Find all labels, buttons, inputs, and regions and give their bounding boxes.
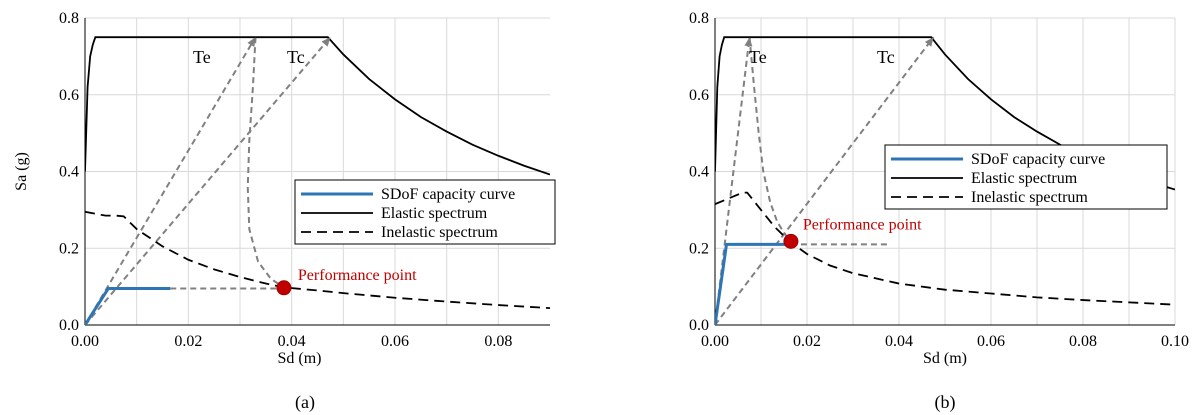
x-tick-label: 0.04 — [278, 333, 306, 350]
legend-box — [884, 144, 1168, 210]
series-construction-line — [85, 36, 332, 325]
x-tick-label: 0.00 — [71, 333, 99, 350]
performance-point-marker — [783, 233, 799, 249]
x-tick-label: 0.10 — [1161, 333, 1189, 350]
series-construction-line — [85, 36, 257, 325]
legend: SDoF capacity curve Elastic spectrum Inela… — [294, 179, 556, 245]
x-tick-label: 0.06 — [977, 333, 1005, 350]
chart-panel-b: 0.0 0.2 0.4 0.6 0.8 0.00 0.02 0.04 0.06 0.08 0.10 S… — [689, 10, 1189, 413]
x-tick-label: 0.08 — [484, 333, 512, 350]
te-label: Te — [749, 47, 767, 67]
series-capacity-curve — [85, 287, 171, 325]
y-tick-label: 0.6 — [59, 87, 79, 104]
y-axis-label: Sa (g) — [13, 152, 30, 191]
y-tick-label: 0.4 — [59, 164, 79, 181]
x-tick-label: 0.02 — [793, 333, 821, 350]
y-tick-label: 0.0 — [59, 317, 79, 334]
legend: SDoF capacity curve Elastic spectrum Inela… — [884, 144, 1168, 210]
panel-caption: (a) — [295, 392, 315, 413]
legend-box — [294, 179, 556, 245]
tc-label: Tc — [877, 47, 895, 67]
y-tick-label: 0.2 — [59, 240, 79, 257]
series-construction-line — [715, 36, 935, 325]
series-capacity-curve — [715, 242, 791, 325]
series-construction-line — [748, 37, 792, 242]
x-tick-label: 0.04 — [885, 333, 913, 350]
arrowhead — [247, 37, 256, 47]
y-tick-label: 0.2 — [689, 240, 709, 257]
y-tick-label: 0.4 — [689, 164, 709, 181]
plot-area — [85, 36, 550, 325]
performance-point-label: Performance point — [803, 216, 922, 233]
y-tick-label: 0.8 — [689, 10, 709, 27]
chart-panel-a: 0.0 0.2 0.4 0.6 0.8 0.00 0.02 0.04 0.06 0.08 Sd (m… — [13, 10, 556, 413]
series-elastic-spectrum — [85, 36, 550, 176]
x-tick-label: 0.06 — [381, 333, 409, 350]
legend-label: Inelastic spectrum — [381, 224, 498, 241]
series-inelastic-spectrum — [715, 191, 1175, 306]
tc-label: Tc — [287, 47, 305, 67]
series-construction-line — [246, 37, 285, 289]
legend-label: Inelastic spectrum — [971, 189, 1088, 206]
x-tick-label: 0.00 — [701, 333, 729, 350]
performance-point-marker — [276, 280, 292, 296]
panel-caption: (b) — [935, 392, 956, 413]
y-tick-label: 0.8 — [59, 10, 79, 27]
x-axis-label: Sd (m) — [923, 350, 967, 367]
legend-label: SDoF capacity curve — [381, 186, 515, 203]
legend-label: Elastic spectrum — [971, 170, 1078, 187]
legend-label: Elastic spectrum — [381, 205, 488, 222]
x-tick-label: 0.08 — [1069, 333, 1097, 350]
te-label: Te — [193, 47, 211, 67]
x-tick-label: 0.02 — [174, 333, 202, 350]
series-inelastic-spectrum — [85, 210, 550, 310]
legend-label: SDoF capacity curve — [971, 151, 1105, 168]
y-tick-label: 0.6 — [689, 87, 709, 104]
arrowhead — [744, 37, 753, 47]
x-axis-label: Sd (m) — [278, 350, 322, 367]
performance-point-label: Performance point — [298, 267, 417, 284]
arrowhead — [924, 37, 934, 47]
series-construction-line — [715, 37, 751, 325]
y-tick-label: 0.0 — [689, 317, 709, 334]
arrowhead — [321, 37, 331, 47]
